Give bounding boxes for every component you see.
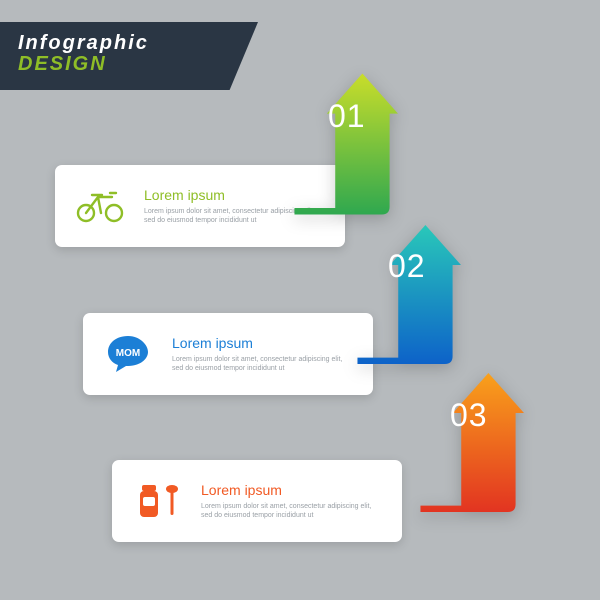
- card-text: Lorem ipsum Lorem ipsum dolor sit amet, …: [187, 482, 376, 521]
- card-title: Lorem ipsum: [201, 482, 376, 498]
- card-text: Lorem ipsum Lorem ipsum dolor sit amet, …: [158, 335, 347, 374]
- card-icon: [127, 481, 187, 521]
- info-card: Lorem ipsum Lorem ipsum dolor sit amet, …: [112, 460, 402, 542]
- card-icon: [70, 189, 130, 223]
- card-desc: Lorem ipsum dolor sit amet, consectetur …: [172, 355, 347, 374]
- step-number: 02: [388, 248, 426, 285]
- step-arrow: [414, 335, 524, 550]
- card-icon: MOM: [98, 334, 158, 374]
- header-title-line2: DESIGN: [18, 53, 240, 76]
- bicycle-icon: [76, 189, 124, 223]
- svg-text:MOM: MOM: [116, 348, 140, 359]
- header-title-line1: Infographic: [18, 32, 240, 55]
- step-number: 03: [450, 397, 488, 434]
- card-desc: Lorem ipsum dolor sit amet, consectetur …: [201, 502, 376, 521]
- jar-spoon-icon: [134, 481, 180, 521]
- mom-bubble-icon: MOM: [105, 334, 151, 374]
- card-title: Lorem ipsum: [172, 335, 347, 351]
- info-card: MOM Lorem ipsum Lorem ipsum dolor sit am…: [83, 313, 373, 395]
- step-number: 01: [328, 98, 366, 135]
- header-banner: Infographic DESIGN: [0, 22, 258, 90]
